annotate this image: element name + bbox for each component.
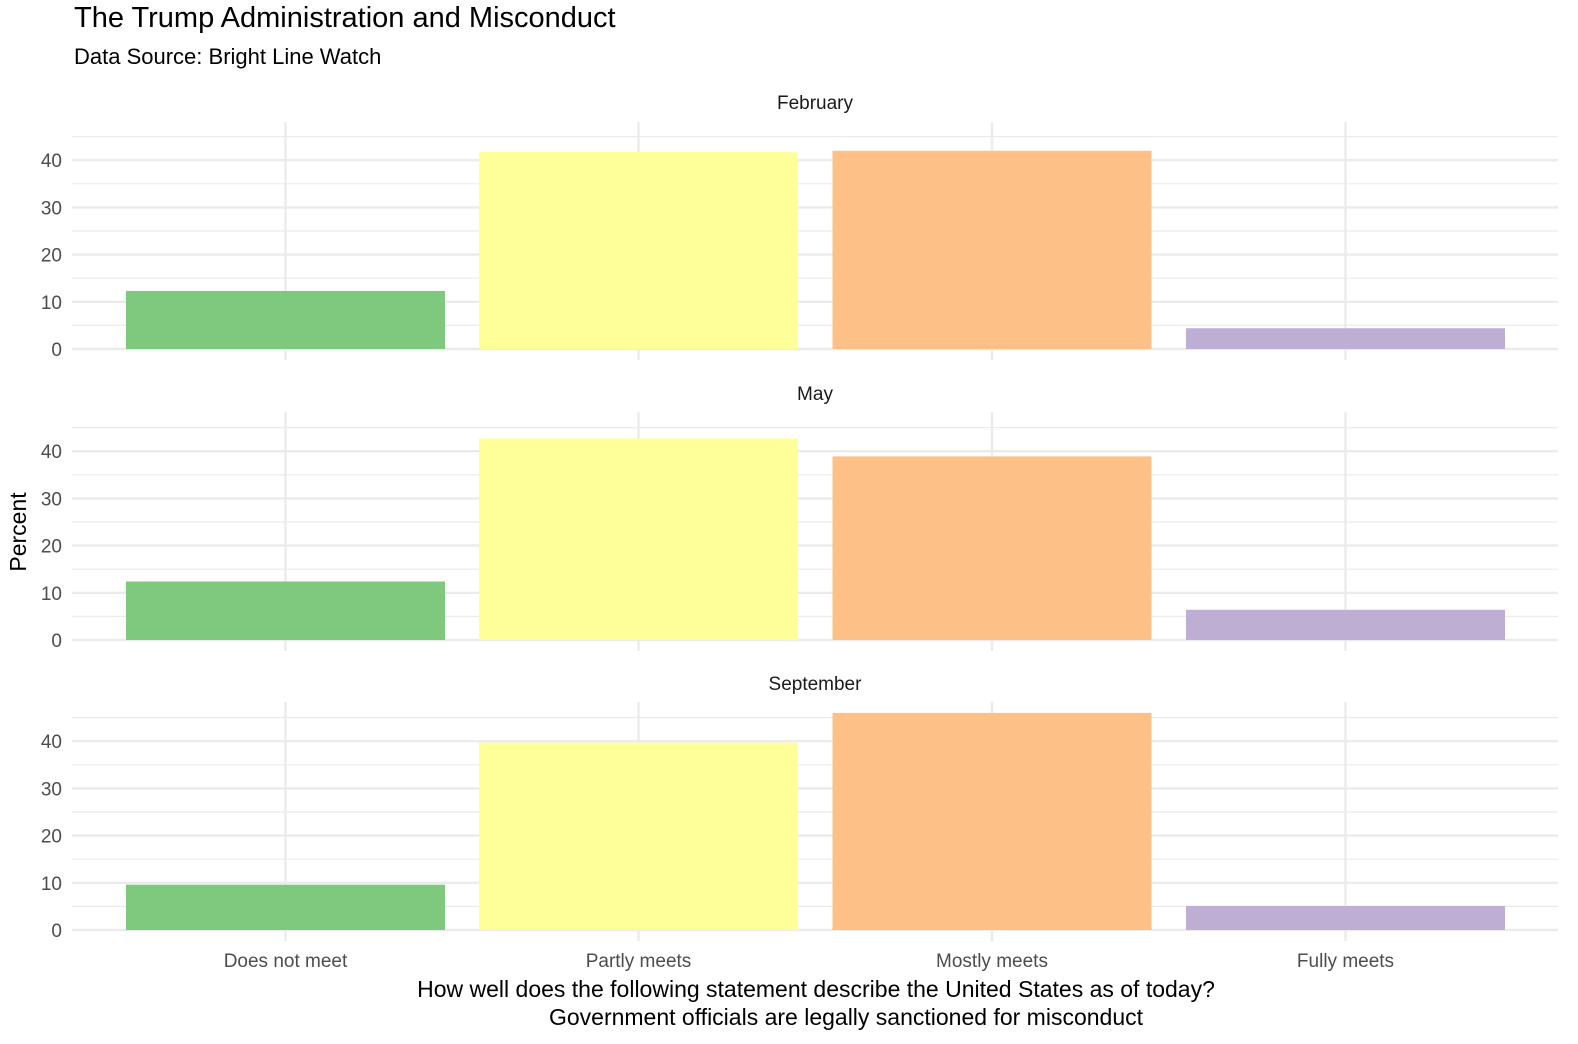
- chart-title: The Trump Administration and Misconduct: [74, 2, 616, 34]
- bar-september-fully-meets: [1186, 905, 1505, 930]
- y-tick-label: 10: [41, 874, 62, 895]
- y-tick-label: 0: [51, 921, 62, 942]
- x-axis-label-line-2: Government officials are legally sanctio…: [549, 1004, 1144, 1030]
- y-tick-label: 30: [41, 489, 62, 510]
- y-tick-label: 40: [41, 442, 62, 463]
- bar-february-mostly-meets: [832, 150, 1152, 349]
- bar-may-mostly-meets: [832, 456, 1152, 640]
- x-axis-ticks: Does not meet Partly meets Mostly meets Ful…: [224, 951, 1394, 972]
- facet-strip-label: May: [797, 384, 833, 405]
- facet-panel-may: 0 10 20 30 40 May: [41, 384, 1558, 652]
- bar-may-does-not-meet: [126, 581, 445, 640]
- facet-strip-label: February: [777, 93, 854, 114]
- bar-may-fully-meets: [1186, 609, 1505, 640]
- facet-panel-september: 0 10 20 30 40 September: [41, 674, 1558, 942]
- x-tick-label-mostly-meets: Mostly meets: [936, 951, 1048, 972]
- y-tick-label: 30: [41, 198, 62, 219]
- chart-subtitle: Data Source: Bright Line Watch: [74, 44, 381, 69]
- facet-panel-february: 0 10 20 30 40 February: [41, 93, 1558, 361]
- bar-february-partly-meets: [479, 152, 798, 349]
- bar-september-mostly-meets: [832, 712, 1152, 930]
- y-tick-label: 10: [41, 584, 62, 605]
- y-tick-label: 40: [41, 732, 62, 753]
- facet-strip-label: September: [769, 674, 863, 695]
- facet-panels: 0 10 20 30 40 February 0 10 20 30 40 May 0 10 20 30 40 Se…: [41, 93, 1558, 942]
- bar-september-partly-meets: [479, 742, 798, 930]
- y-tick-label: 40: [41, 151, 62, 172]
- x-tick-label-does-not-meet: Does not meet: [224, 951, 348, 972]
- y-tick-label: 20: [41, 827, 62, 848]
- x-tick-label-partly-meets: Partly meets: [586, 951, 692, 972]
- bar-february-does-not-meet: [126, 290, 445, 349]
- y-axis-label: Percent: [5, 492, 31, 572]
- y-tick-label: 10: [41, 293, 62, 314]
- y-tick-label: 0: [51, 340, 62, 361]
- x-tick-label-fully-meets: Fully meets: [1297, 951, 1394, 972]
- bar-may-partly-meets: [479, 438, 798, 640]
- y-tick-label: 30: [41, 779, 62, 800]
- y-tick-label: 20: [41, 246, 62, 267]
- x-axis-label-line-1: How well does the following statement de…: [417, 976, 1215, 1002]
- y-tick-label: 20: [41, 537, 62, 558]
- bar-february-fully-meets: [1186, 328, 1505, 349]
- bar-september-does-not-meet: [126, 884, 445, 930]
- y-tick-label: 0: [51, 631, 62, 652]
